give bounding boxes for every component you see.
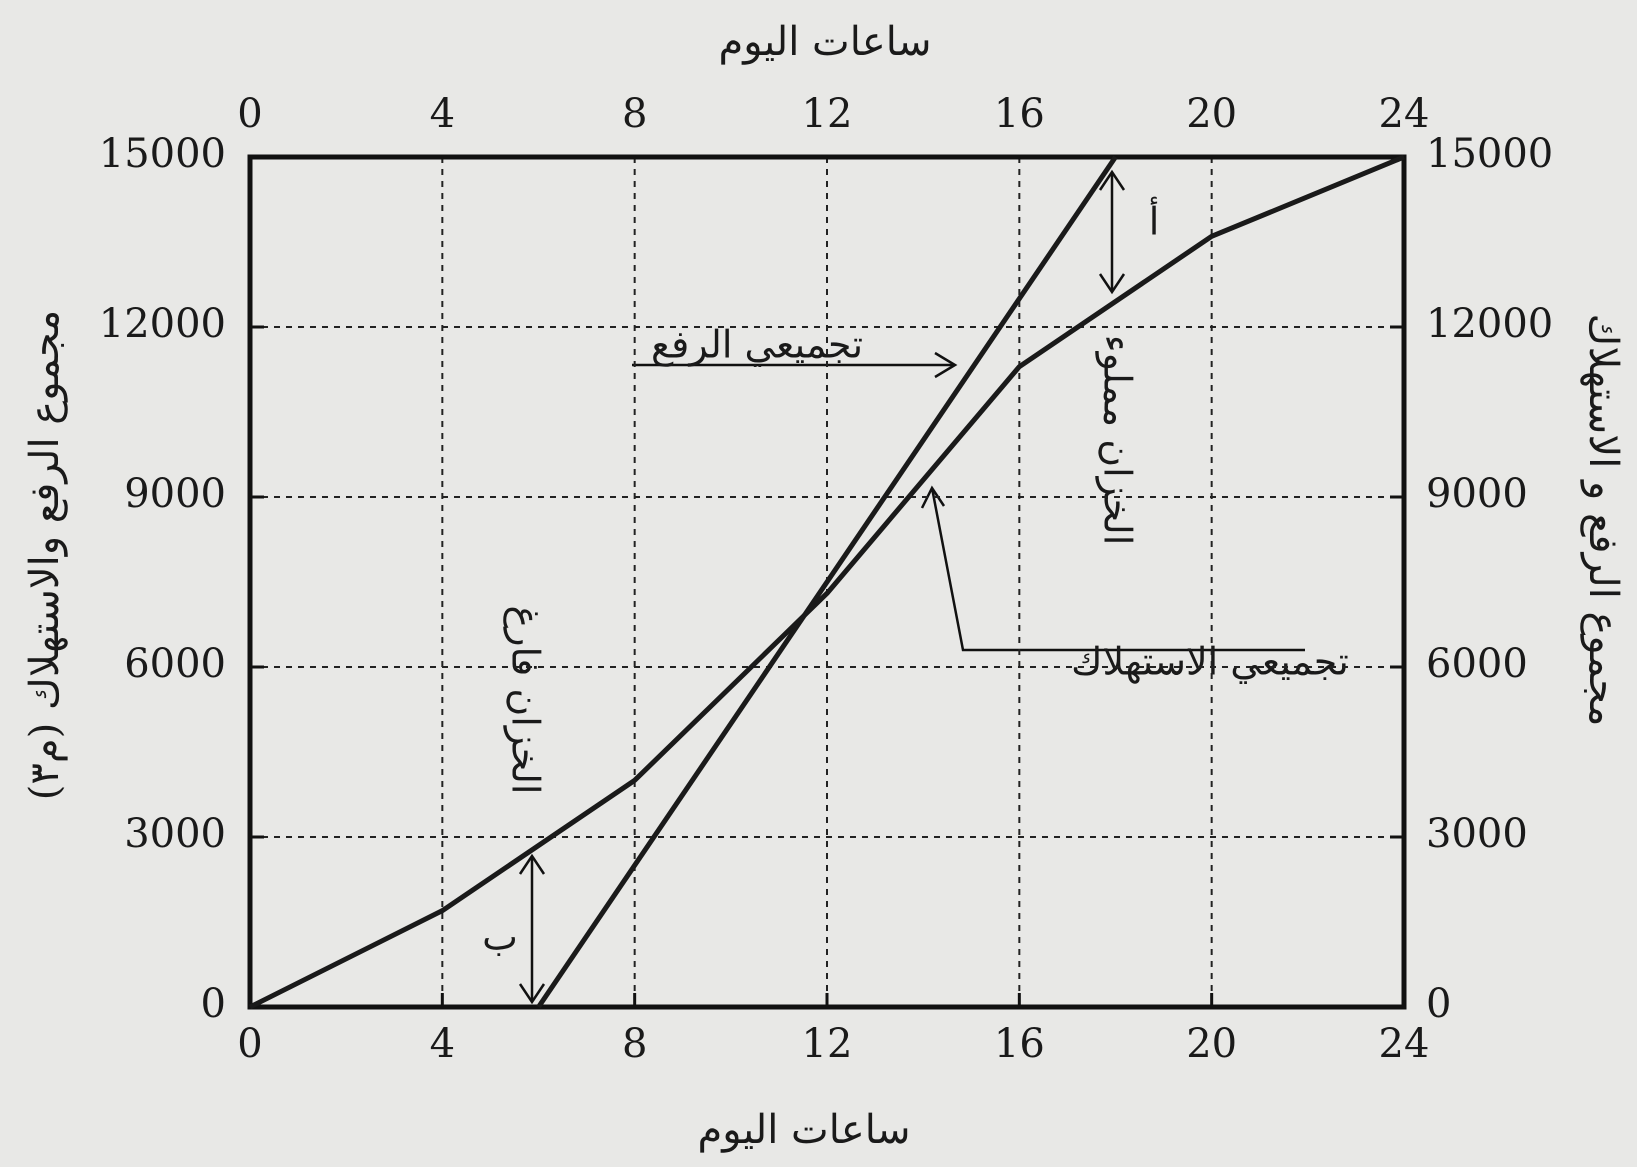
y2-tick-label: 12000 [1426, 301, 1553, 347]
y-tick-label: 12000 [99, 301, 226, 347]
y2-tick-label: 0 [1426, 981, 1451, 1027]
y2-tick-label: 15000 [1426, 131, 1553, 177]
annotation-full: الخزان مملوء [1095, 335, 1140, 546]
x2-tick-label: 24 [1379, 91, 1430, 137]
annotation-empty: الخزان فارغ [503, 606, 548, 795]
label-pump: تجميعي الرفع [651, 323, 863, 368]
x2-tick-label: 12 [802, 91, 853, 137]
arrow-consume-head [920, 485, 946, 509]
y-tick-label: 0 [201, 981, 226, 1027]
y-tick-label: 6000 [124, 641, 226, 687]
arrow-b-heads [518, 853, 546, 1005]
x-axis-label: ساعات اليوم [698, 1107, 911, 1153]
x2-tick-label: 16 [994, 91, 1045, 137]
x-tick-label: 4 [430, 1021, 455, 1067]
x2-tick-label: 20 [1186, 91, 1237, 137]
x-tick-label: 24 [1379, 1021, 1430, 1067]
x-tick-label: 8 [622, 1021, 647, 1067]
x2-tick-label: 0 [237, 91, 262, 137]
x2-tick-label: 4 [430, 91, 455, 137]
annotation-a: أ [1149, 197, 1160, 244]
x-tick-label: 12 [802, 1021, 853, 1067]
series-line [248, 154, 1405, 1010]
x-tick-label: 16 [994, 1021, 1045, 1067]
y-tick-label: 3000 [124, 811, 226, 857]
arrow-consume [930, 487, 1305, 652]
x-tick-label: 0 [237, 1021, 262, 1067]
label-consume: تجميعي الاستهلاك [1071, 640, 1349, 685]
series-line [536, 155, 1118, 1009]
x2-tick-label: 8 [622, 91, 647, 137]
y2-axis-label: مجموع الرفع و الاستهلاك [1580, 314, 1626, 727]
plot-frame [247, 154, 1407, 1010]
y2-tick-label: 3000 [1426, 811, 1528, 857]
y-tick-label: 15000 [99, 131, 226, 177]
y-tick-label: 9000 [124, 471, 226, 517]
annotation-b: ب [482, 915, 518, 959]
x2-axis-label: ساعات اليوم [719, 19, 932, 65]
x-tick-label: 20 [1186, 1021, 1237, 1067]
arrow-pump-head [934, 351, 958, 379]
y-axis-label: مجموع الرفع والاستهلاك (م٣) [22, 310, 68, 800]
y2-tick-label: 9000 [1426, 471, 1528, 517]
y2-tick-label: 6000 [1426, 641, 1528, 687]
arrow-a-heads [1098, 169, 1126, 295]
